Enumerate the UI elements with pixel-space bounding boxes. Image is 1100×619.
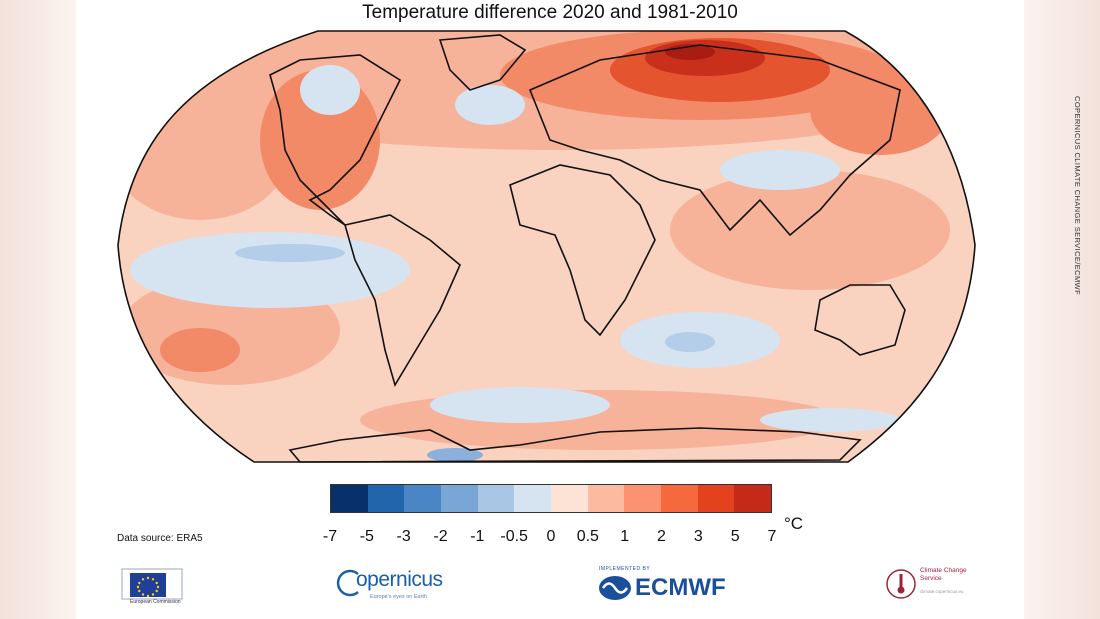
anomaly-north-atlantic-cool [455,85,525,125]
colorbar-swatch [697,485,735,512]
colorbar-swatch [587,485,625,512]
european-commission-logo: European Commission [116,565,190,615]
colorbar-tick-label: -3 [396,528,411,545]
ecmwf-wordmark: ECMWF [635,574,726,601]
copernicus-wordmark: opernicus [356,568,443,591]
north-america-outline [269,54,402,226]
anomaly-field [118,31,975,462]
colorbar-swatch [661,485,698,512]
colorbar-tick-label: 2 [657,528,666,545]
coastlines [269,34,906,463]
eu-flag-icon [130,573,166,598]
copernicus-c-icon [336,569,359,597]
map-border [117,30,976,463]
anomaly-antarctic-cool [760,408,900,432]
australia-outline [814,284,906,356]
right-margin [1024,0,1100,619]
colorbar-tick-label: -2 [433,528,448,545]
colorbar-tick-label: 5 [730,528,740,545]
anomaly-canada-cool [300,65,360,115]
antarctica-outline [288,427,862,463]
colorbar-swatch [404,485,442,512]
colorbar-tick-label: -0.5 [500,528,528,545]
colorbar-swatch [477,485,515,512]
colorbar-tick-label: -1 [470,528,485,545]
anomaly-south-atlantic-cool [430,387,610,423]
copernicus-logo: opernicus Europe's eyes on Earth [334,566,444,606]
anomaly-east-pacific-cool [130,232,410,308]
thermometer-icon [886,569,916,599]
anomaly-equatorial-cool [235,244,345,262]
ecmwf-implemented-by: IMPLEMENTED BY [599,566,651,572]
eu-caption: European Commission [130,599,181,605]
ecmwf-logo: IMPLEMENTED BY ECMWF [597,566,737,606]
colorbar [330,484,772,513]
anomaly-south-pacific-patch [160,328,240,372]
colorbar-swatch [331,485,368,512]
c3s-url: climate.copernicus.eu [920,589,964,594]
anomaly-south-indian-core [665,332,715,352]
eu-stars-icon [136,576,160,598]
colorbar-swatch [734,485,772,512]
colorbar-tick-label: -5 [359,528,374,545]
greenland-outline [438,34,527,91]
colorbar-tick-label: 0 [546,528,556,545]
anomaly-indian-warm [670,170,950,290]
climate-change-service-logo: Climate Change Service climate.copernicu… [884,563,984,607]
colorbar-tick-label: 7 [767,528,777,545]
left-margin [0,0,76,619]
colorbar-swatch [624,485,662,512]
anomaly-central-asia-cool [720,150,840,190]
colorbar-unit: °C [784,514,804,533]
colorbar-swatch [514,485,552,512]
colorbar-swatch [367,485,405,512]
colorbar-tick-label: 1 [620,528,630,545]
map-title: Temperature difference 2020 and 1981-201… [362,2,738,23]
eurasia-outline [528,44,901,237]
colorbar-tick-label: 0.5 [576,528,599,545]
south-america-outline [343,214,461,387]
africa-outline [509,164,656,337]
eu-building-icon [121,568,183,600]
colorbar-swatch [441,485,478,512]
anomaly-weddell-cold [427,448,483,462]
data-source-note: Data source: ERA5 [117,533,203,544]
colorbar-tick-label: -7 [322,528,338,545]
colorbar-tick-label: 3 [693,528,703,545]
c3s-wordmark: Climate Change Service [920,567,967,582]
ecmwf-wave-icon [599,576,631,600]
copernicus-tagline: Europe's eyes on Earth [370,594,428,600]
colorbar-swatch [551,485,588,512]
